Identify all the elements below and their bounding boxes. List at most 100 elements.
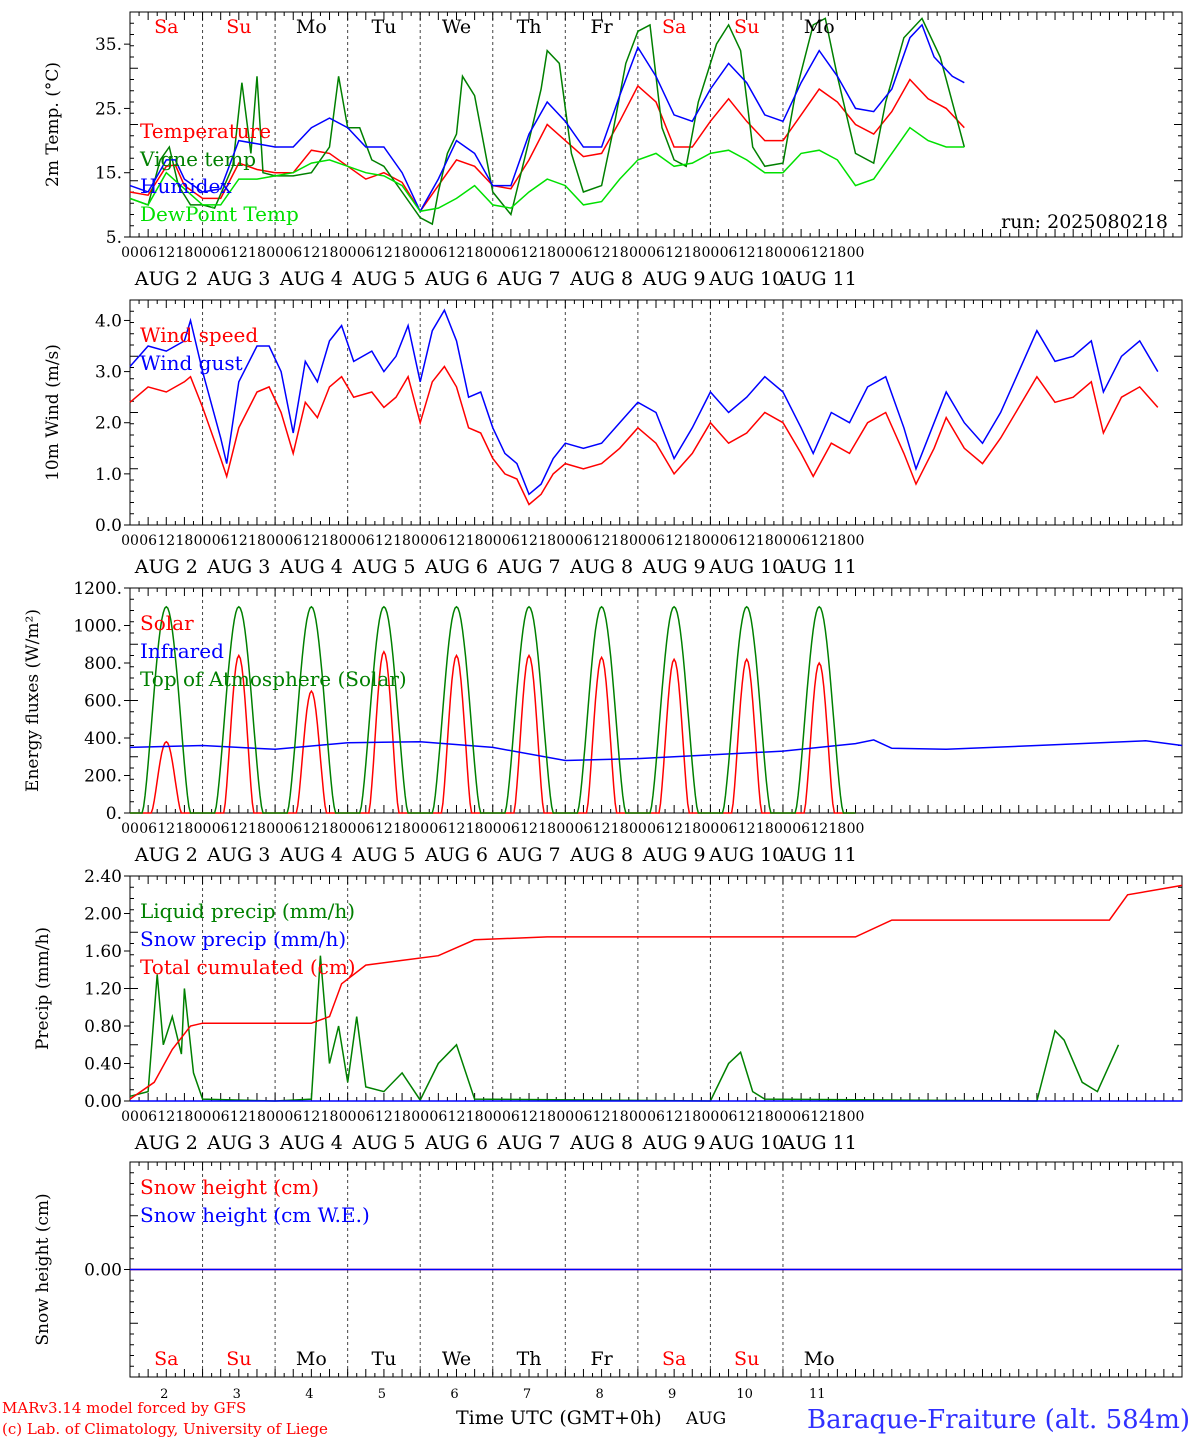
date-label: AUG 4 — [279, 556, 343, 578]
y-tick-label: 0. — [106, 804, 122, 824]
hour-label: 18 — [393, 245, 411, 261]
legend-entry: DewPoint Temp — [140, 202, 299, 226]
hour-label: 00 — [121, 1109, 139, 1125]
hour-label: 12 — [810, 1109, 828, 1125]
hour-label: 00 — [266, 245, 284, 261]
hour-label: 06 — [429, 245, 447, 261]
hour-label: 06 — [357, 533, 375, 549]
hour-label: 18 — [466, 245, 484, 261]
hour-label: 18 — [828, 1109, 846, 1125]
day-name-bottom: Su — [226, 1348, 251, 1370]
date-label: AUG 6 — [424, 556, 488, 578]
day-name-top: Mo — [804, 16, 835, 38]
series-line — [130, 605, 856, 814]
hour-label: 06 — [429, 533, 447, 549]
hour-label: 18 — [756, 533, 774, 549]
hour-label: 06 — [284, 1109, 302, 1125]
legend-entry: Snow precip (mm/h) — [140, 927, 346, 951]
hour-label: 00 — [339, 821, 357, 837]
hour-label: 06 — [357, 1109, 375, 1125]
hour-label: 00 — [556, 533, 574, 549]
y-tick-label: 1.60 — [84, 942, 122, 962]
hour-label: 06 — [647, 821, 665, 837]
hour-label: 18 — [756, 245, 774, 261]
hour-label: 06 — [212, 821, 230, 837]
hour-label: 18 — [611, 533, 629, 549]
y-tick-label: 0.80 — [84, 1017, 122, 1037]
hour-label: 12 — [375, 533, 393, 549]
y-tick-label: 1000. — [73, 617, 122, 637]
y-axis-title: Snow height (cm) — [33, 1193, 53, 1345]
hour-label: 18 — [248, 533, 266, 549]
hour-label: 18 — [466, 821, 484, 837]
station-name: Baraque-Fraiture (alt. 584m) — [807, 1405, 1190, 1435]
legend-entry: Solar — [140, 611, 194, 635]
hour-label: 12 — [157, 1109, 175, 1125]
credit-line-2: (c) Lab. of Climatology, University of L… — [2, 1420, 328, 1438]
date-label: AUG 7 — [497, 844, 561, 866]
y-tick-label: 0.40 — [84, 1055, 122, 1075]
y-axis-title: Energy fluxes (W/m²) — [23, 609, 43, 792]
day-name-bottom: Mo — [804, 1348, 835, 1370]
y-tick-label: 0.00 — [84, 1092, 122, 1112]
hour-label: 06 — [139, 821, 157, 837]
hour-label: 12 — [665, 245, 683, 261]
hour-label: 18 — [393, 533, 411, 549]
hour-label: 06 — [647, 1109, 665, 1125]
panel-frame — [129, 587, 1183, 814]
day-number: 8 — [595, 1387, 603, 1402]
hour-label: 00 — [266, 1109, 284, 1125]
hour-label: 18 — [321, 1109, 339, 1125]
hour-label: 00 — [339, 1109, 357, 1125]
hour-label: 00 — [847, 245, 865, 261]
hour-label: 00 — [266, 821, 284, 837]
hour-label: 00 — [194, 533, 212, 549]
time-axis-label: Time UTC (GMT+0h) — [456, 1407, 662, 1429]
hour-label: 06 — [139, 245, 157, 261]
hour-label: 06 — [357, 245, 375, 261]
day-name-top: Mo — [296, 16, 327, 38]
day-number: 9 — [668, 1387, 676, 1402]
hour-label: 06 — [792, 821, 810, 837]
y-tick-label: 0.00 — [84, 1261, 122, 1281]
hour-label: 12 — [593, 821, 611, 837]
day-number: 7 — [523, 1387, 531, 1402]
y-tick-label: 4.0 — [95, 311, 122, 331]
legend-entry: Total cumulated (cm) — [140, 955, 356, 979]
hour-label: 18 — [175, 245, 193, 261]
hour-label: 06 — [502, 1109, 520, 1125]
date-label: AUG 11 — [781, 844, 857, 866]
hour-label: 00 — [339, 533, 357, 549]
hour-label: 18 — [538, 245, 556, 261]
hour-label: 18 — [393, 821, 411, 837]
hour-label: 00 — [774, 533, 792, 549]
hour-label: 06 — [720, 533, 738, 549]
date-label: AUG 4 — [279, 1132, 343, 1154]
y-axis-title: 2m Temp. (°C) — [43, 62, 63, 187]
hour-label: 12 — [520, 245, 538, 261]
hour-label: 06 — [357, 821, 375, 837]
hour-label: 00 — [847, 533, 865, 549]
hour-label: 00 — [774, 1109, 792, 1125]
hour-label: 12 — [520, 821, 538, 837]
date-label: AUG 10 — [708, 1132, 784, 1154]
y-tick-label: 400. — [84, 729, 122, 749]
hour-label: 12 — [448, 1109, 466, 1125]
hour-label: 12 — [520, 533, 538, 549]
hour-label: 12 — [448, 533, 466, 549]
series-line — [129, 78, 965, 213]
hour-label: 00 — [701, 245, 719, 261]
hour-label: 18 — [611, 245, 629, 261]
hour-label: 00 — [556, 1109, 574, 1125]
legend-entry: Snow height (cm W.E.) — [140, 1203, 370, 1227]
y-tick-label: 25. — [95, 99, 122, 119]
hour-label: 18 — [538, 533, 556, 549]
hour-label: 00 — [411, 245, 429, 261]
hour-label: 18 — [248, 245, 266, 261]
hour-label: 12 — [230, 245, 248, 261]
hour-label: 00 — [411, 533, 429, 549]
hour-label: 18 — [248, 1109, 266, 1125]
date-label: AUG 8 — [569, 268, 633, 290]
hour-label: 18 — [175, 821, 193, 837]
